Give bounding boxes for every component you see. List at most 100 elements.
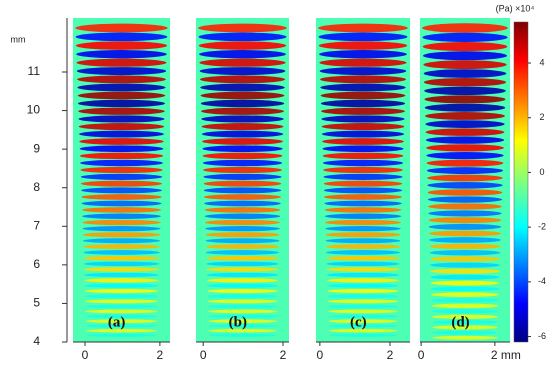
field-stripe bbox=[198, 41, 287, 50]
panel-label: (d) bbox=[451, 314, 469, 330]
field-stripe bbox=[322, 159, 404, 167]
field-stripe bbox=[328, 309, 398, 314]
y-tick-label: 10 bbox=[27, 103, 41, 117]
field-stripe bbox=[424, 86, 506, 96]
field-stripe bbox=[207, 309, 278, 314]
field-stripe bbox=[324, 213, 402, 219]
field-stripe bbox=[208, 319, 277, 323]
x-tick-label: 2 bbox=[280, 348, 287, 362]
field-stripe bbox=[430, 280, 500, 286]
field-stripe bbox=[208, 329, 277, 333]
field-stripe bbox=[325, 232, 401, 238]
field-stripe bbox=[82, 219, 161, 226]
field-stripe bbox=[77, 83, 166, 92]
field-stripe bbox=[208, 324, 277, 328]
field-stripe bbox=[323, 180, 403, 187]
field-stripe bbox=[79, 138, 164, 145]
field-stripe bbox=[431, 320, 499, 325]
field-stripe bbox=[431, 303, 499, 309]
field-stripe bbox=[85, 299, 158, 304]
field-stripe bbox=[84, 278, 159, 283]
field-stripe bbox=[428, 230, 502, 237]
field-stripe bbox=[320, 99, 406, 108]
field-stripe bbox=[325, 238, 401, 244]
field-stripe bbox=[85, 309, 158, 314]
field-stripe bbox=[205, 226, 280, 232]
field-stripe bbox=[85, 314, 158, 319]
field-stripe bbox=[430, 274, 500, 280]
field-stripe bbox=[80, 173, 163, 180]
field-stripe bbox=[426, 159, 504, 167]
field-stripe bbox=[82, 238, 161, 244]
field-stripe bbox=[428, 217, 502, 224]
field-stripe bbox=[425, 136, 505, 144]
y-tick-label: 7 bbox=[33, 218, 40, 232]
field-stripe bbox=[425, 128, 505, 136]
field-stripe bbox=[324, 207, 402, 213]
field-stripe bbox=[423, 51, 507, 61]
colorbar-tick-label: -6 bbox=[538, 331, 546, 341]
panel-label: (b) bbox=[229, 314, 247, 330]
field-stripe bbox=[204, 200, 281, 207]
field-stripe bbox=[75, 23, 168, 33]
field-stripe bbox=[202, 159, 283, 167]
field-stripe bbox=[424, 95, 506, 104]
field-stripe bbox=[201, 115, 284, 123]
field-stripe bbox=[84, 272, 159, 278]
field-stripe bbox=[207, 294, 278, 299]
field-stripe bbox=[80, 180, 163, 187]
field-stripe bbox=[204, 219, 281, 226]
field-stripe bbox=[84, 288, 159, 294]
field-stripe bbox=[78, 123, 165, 131]
field-stripe bbox=[326, 261, 400, 267]
field-stripe bbox=[75, 32, 168, 42]
field-stripe bbox=[327, 288, 399, 294]
field-stripe bbox=[426, 144, 504, 152]
field-stripe bbox=[76, 58, 167, 67]
field-stripe bbox=[203, 173, 282, 180]
panel-label: (a) bbox=[108, 314, 126, 330]
y-tick-label: 5 bbox=[33, 296, 40, 310]
field-stripe bbox=[429, 256, 501, 262]
colorbar bbox=[513, 21, 529, 343]
field-stripe bbox=[198, 23, 287, 33]
field-stripe bbox=[206, 261, 279, 267]
field-stripe bbox=[206, 278, 279, 283]
x-tick-label: 2 bbox=[157, 348, 164, 362]
field-stripe bbox=[206, 272, 279, 278]
colorbar-tick-label: 4 bbox=[539, 57, 544, 67]
field-image bbox=[198, 23, 287, 338]
field-stripe bbox=[422, 32, 508, 42]
y-axis-label: mm bbox=[11, 34, 26, 44]
field-stripe bbox=[318, 23, 408, 33]
field-stripe bbox=[83, 261, 160, 267]
field-stripe bbox=[327, 304, 399, 309]
field-stripe bbox=[320, 91, 406, 100]
field-stripe bbox=[320, 83, 406, 92]
field-stripe bbox=[432, 330, 498, 335]
field-stripe bbox=[207, 299, 278, 304]
field-stripe bbox=[322, 152, 404, 160]
colorbar-tick-label: -4 bbox=[538, 276, 546, 286]
field-stripe bbox=[201, 107, 284, 115]
x-tick-label: 0 bbox=[418, 348, 425, 362]
field-stripe bbox=[429, 250, 501, 256]
field-stripe bbox=[428, 223, 502, 230]
field-stripe bbox=[81, 207, 162, 213]
field-stripe bbox=[77, 75, 166, 84]
field-stripe bbox=[429, 237, 501, 243]
field-stripe bbox=[428, 210, 502, 217]
field-stripe bbox=[328, 333, 398, 338]
field-stripe bbox=[86, 324, 157, 328]
field-stripe bbox=[203, 180, 282, 187]
field-stripe bbox=[324, 219, 402, 226]
field-image bbox=[422, 23, 508, 340]
field-stripe bbox=[202, 138, 283, 145]
field-stripe bbox=[321, 107, 405, 115]
field-stripe bbox=[320, 75, 406, 84]
field-stripe bbox=[82, 226, 161, 232]
field-stripe bbox=[326, 267, 400, 272]
field-stripe bbox=[323, 166, 403, 174]
field-stripe bbox=[203, 187, 282, 194]
field-stripe bbox=[426, 151, 504, 160]
